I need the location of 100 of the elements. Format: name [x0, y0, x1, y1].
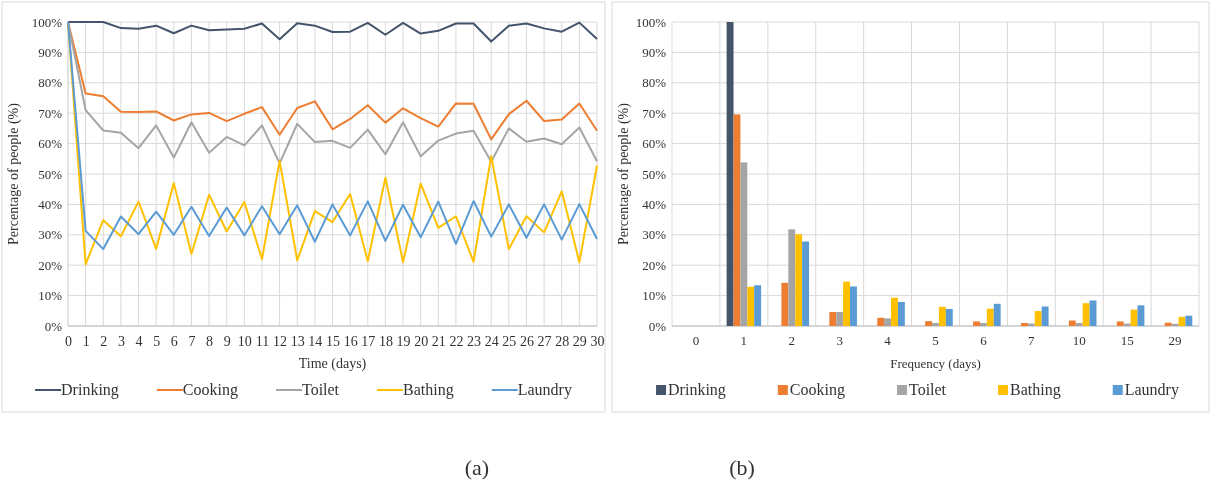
- bar: [1082, 303, 1090, 326]
- x-tick-label: 15: [326, 333, 340, 349]
- x-tick-label: 19: [396, 333, 411, 349]
- text: (b): [729, 455, 755, 480]
- bar: [884, 318, 892, 326]
- bar: [836, 312, 844, 326]
- y-tick-label: 70%: [642, 105, 667, 121]
- y-tick-label: 10%: [38, 288, 63, 304]
- legend-label: Bathing: [1010, 381, 1061, 399]
- legend-label: Laundry: [517, 381, 572, 399]
- x-tick-label: 6: [980, 333, 988, 349]
- y-tick-label: 70%: [38, 105, 63, 121]
- bar: [945, 308, 953, 326]
- bar: [726, 22, 734, 326]
- y-tick-label: 40%: [642, 197, 667, 213]
- legend-label: Laundry: [1124, 381, 1179, 399]
- x-tick-label: 29: [572, 333, 587, 349]
- y-tick-label: 0%: [648, 318, 667, 334]
- x-tick-label: 6: [170, 333, 178, 349]
- y-tick-label: 100%: [635, 14, 667, 30]
- bar: [925, 321, 933, 326]
- bar: [740, 162, 748, 326]
- x-tick-label: 3: [836, 333, 843, 349]
- y-tick-label: 40%: [38, 197, 63, 213]
- bar: [973, 321, 980, 326]
- y-tick-label: 90%: [642, 45, 667, 61]
- text: (a): [464, 455, 490, 480]
- x-tick-label: 27: [537, 333, 552, 349]
- bar: [891, 297, 898, 326]
- x-tick-label: 23: [467, 333, 482, 349]
- x-tick-label: 14: [308, 333, 323, 349]
- x-tick-label: 2: [100, 333, 108, 349]
- x-tick-label: 7: [1028, 333, 1036, 349]
- x-tick-label: 7: [188, 333, 196, 349]
- x-tick-label: 8: [206, 333, 214, 349]
- legend-label: Toilet: [908, 381, 947, 398]
- y-tick-label: 60%: [38, 136, 63, 152]
- x-tick-label: 15: [1120, 333, 1134, 349]
- x-tick-label: 25: [502, 333, 517, 349]
- bar: [1020, 322, 1028, 326]
- x-tick-label: 24: [484, 333, 499, 349]
- x-tick-label: 28: [555, 333, 570, 349]
- legend-label: Cooking: [182, 381, 238, 399]
- x-axis-title: Time (days): [298, 356, 367, 372]
- bar: [802, 241, 810, 326]
- y-tick-label: 80%: [642, 75, 667, 91]
- x-tick-label: 20: [414, 333, 429, 349]
- y-tick-label: 80%: [38, 75, 63, 91]
- x-tick-label: 1: [740, 333, 748, 349]
- bar: [1034, 311, 1042, 326]
- bar: [795, 234, 803, 326]
- x-tick-label: 18: [378, 333, 393, 349]
- bar: [1178, 316, 1186, 326]
- y-axis-title: Percentage of people (%): [616, 102, 632, 245]
- y-tick-label: 50%: [38, 166, 63, 182]
- y-tick-label: 60%: [642, 136, 667, 152]
- x-tick-label: 10: [237, 333, 252, 349]
- bar: [754, 285, 762, 326]
- x-tick-label: 22: [449, 333, 464, 349]
- y-tick-label: 20%: [38, 257, 63, 273]
- y-tick-label: 90%: [38, 45, 63, 61]
- bar: [1041, 306, 1049, 326]
- bar: [781, 282, 789, 326]
- x-tick-label: 21: [431, 333, 446, 349]
- legend-label: Bathing: [403, 381, 454, 399]
- bar: [788, 229, 796, 326]
- bar: [1164, 322, 1172, 326]
- y-axis-title: Percentage of people (%): [6, 102, 22, 245]
- x-tick-label: 29: [1168, 333, 1182, 349]
- y-tick-label: 30%: [642, 227, 667, 243]
- x-tick-label: 5: [932, 333, 939, 349]
- x-tick-label: 16: [343, 333, 358, 349]
- legend-label: Toilet: [301, 381, 340, 398]
- x-tick-label: 11: [255, 333, 270, 349]
- x-tick-label: 17: [361, 333, 376, 349]
- bar: [1185, 315, 1193, 326]
- x-tick-label: 26: [519, 333, 534, 349]
- bar: [843, 281, 851, 326]
- legend-label: Cooking: [789, 381, 845, 399]
- bar: [829, 312, 837, 326]
- bar: [877, 317, 885, 326]
- bar: [1137, 305, 1145, 326]
- bar: [1068, 320, 1076, 326]
- bar: [1116, 321, 1124, 326]
- x-tick-label: 12: [273, 333, 288, 349]
- x-tick-label: 30: [590, 333, 605, 349]
- bar: [850, 286, 857, 326]
- x-tick-label: 5: [153, 333, 161, 349]
- bar: [897, 301, 905, 326]
- y-tick-label: 30%: [38, 227, 63, 243]
- x-tick-label: 1: [82, 333, 90, 349]
- x-tick-label: 9: [223, 333, 231, 349]
- x-tick-label: 0: [65, 333, 72, 349]
- x-axis-title: Frequency (days): [890, 356, 981, 371]
- bar: [986, 308, 994, 326]
- x-tick-label: 0: [692, 333, 700, 349]
- legend-label: Drinking: [668, 381, 726, 399]
- y-tick-label: 50%: [642, 166, 667, 182]
- y-tick-label: 20%: [642, 257, 667, 273]
- bar: [993, 303, 1001, 326]
